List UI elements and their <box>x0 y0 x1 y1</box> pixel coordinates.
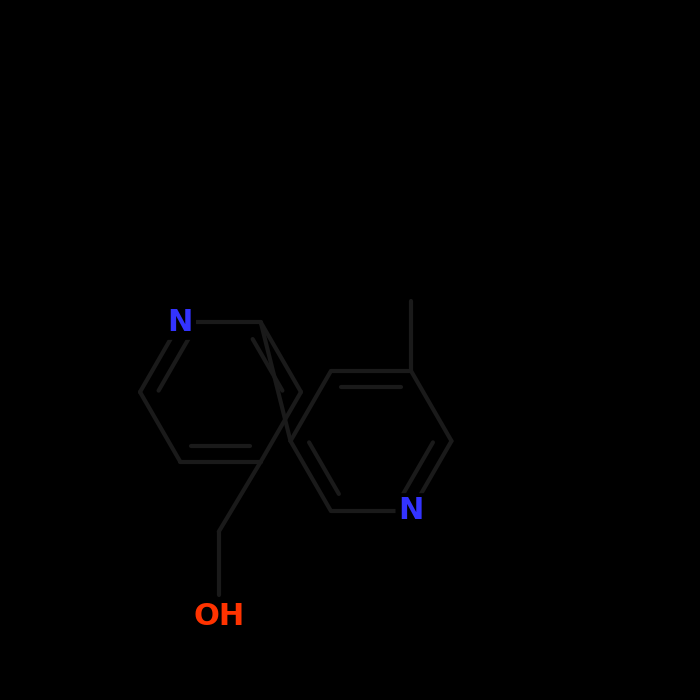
Text: OH: OH <box>193 602 244 631</box>
Text: N: N <box>167 308 193 337</box>
Text: N: N <box>398 496 424 525</box>
